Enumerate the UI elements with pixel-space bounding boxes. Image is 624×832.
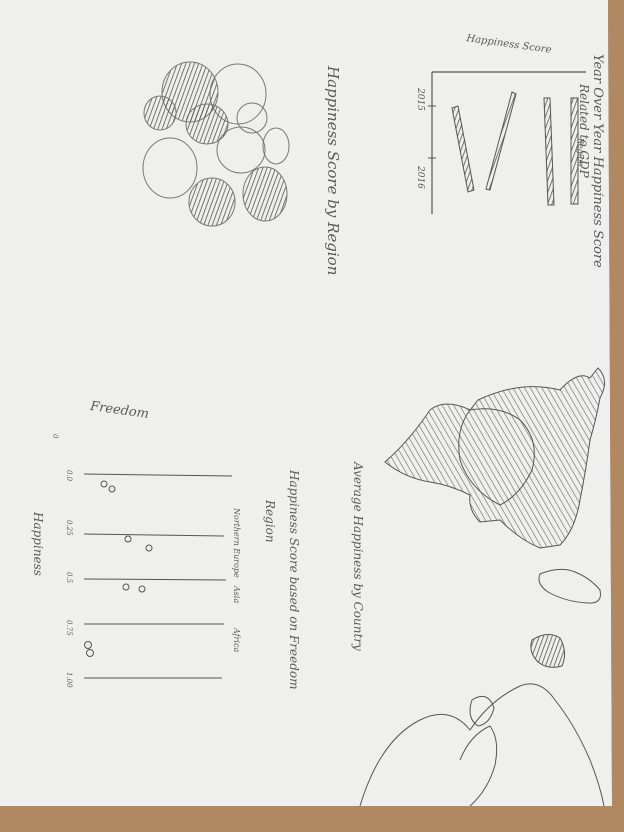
bar-2: [485, 91, 517, 191]
bubble: [142, 137, 198, 199]
island-1: [538, 568, 601, 604]
dot-legend-item-africa: Africa: [232, 628, 241, 653]
bubble: [236, 102, 268, 134]
dot-x-tick: 0.5: [65, 572, 73, 584]
year-over-year-chart-sketch: [428, 71, 586, 214]
dot-legend-title: Region: [263, 500, 277, 543]
bubble-chart-sketch: [142, 61, 290, 227]
dot-plot-title: Happiness Score based on Freedom: [287, 470, 301, 690]
dot: [84, 641, 92, 649]
bar-3: [543, 97, 555, 206]
dot-x-tick: 1.00: [65, 672, 73, 688]
dot-y-tick: 0: [51, 434, 59, 439]
dot-x-tick: 0.0: [65, 470, 73, 482]
dot: [108, 485, 116, 493]
landmass-main: [384, 367, 605, 549]
island-2: [530, 634, 566, 668]
dot: [100, 480, 108, 488]
bubble-chart-title: Happiness Score by Region: [324, 66, 342, 276]
bar-1: [451, 105, 475, 193]
sketch-paper: [0, 0, 624, 806]
dot: [138, 585, 146, 593]
dot: [145, 544, 153, 552]
bubble: [185, 103, 229, 145]
country-border: [458, 408, 535, 506]
dot-row-line: [83, 533, 225, 537]
dot-x-tick: 0.25: [65, 520, 73, 536]
country-border-south: [459, 725, 498, 806]
bubble: [262, 127, 290, 165]
bubble: [143, 95, 177, 131]
dot: [124, 535, 132, 543]
bubble: [188, 177, 236, 227]
landmass-south: [359, 683, 605, 806]
dot-row-line: [83, 578, 227, 581]
dot-row-line: [83, 473, 233, 477]
year-2016-label: 2016: [415, 166, 425, 189]
year-2015-label: 2015: [415, 88, 425, 111]
dot-x-axis-label: Happiness: [31, 512, 45, 576]
island-3: [469, 695, 495, 727]
bubble: [242, 166, 288, 222]
dot-x-tick: 0.75: [65, 620, 73, 636]
dot-legend-item-northern-europe: Northern Europe: [232, 508, 241, 578]
dot: [86, 649, 94, 657]
map-title: Average Happiness by Country: [351, 462, 365, 651]
paper-sheet: [0, 0, 612, 806]
dot: [122, 583, 130, 591]
dot-plot-sketch: [83, 473, 233, 679]
bar-4: [570, 97, 579, 205]
map-sketch: [359, 367, 605, 806]
dot-legend-item-asia: Asia: [232, 586, 241, 604]
top-chart-subtitle-line1: Year Over Year Happiness Score: [590, 54, 605, 268]
top-chart-series-label: Region: [576, 138, 585, 167]
bubble: [216, 126, 266, 174]
table-edge: [608, 0, 624, 806]
